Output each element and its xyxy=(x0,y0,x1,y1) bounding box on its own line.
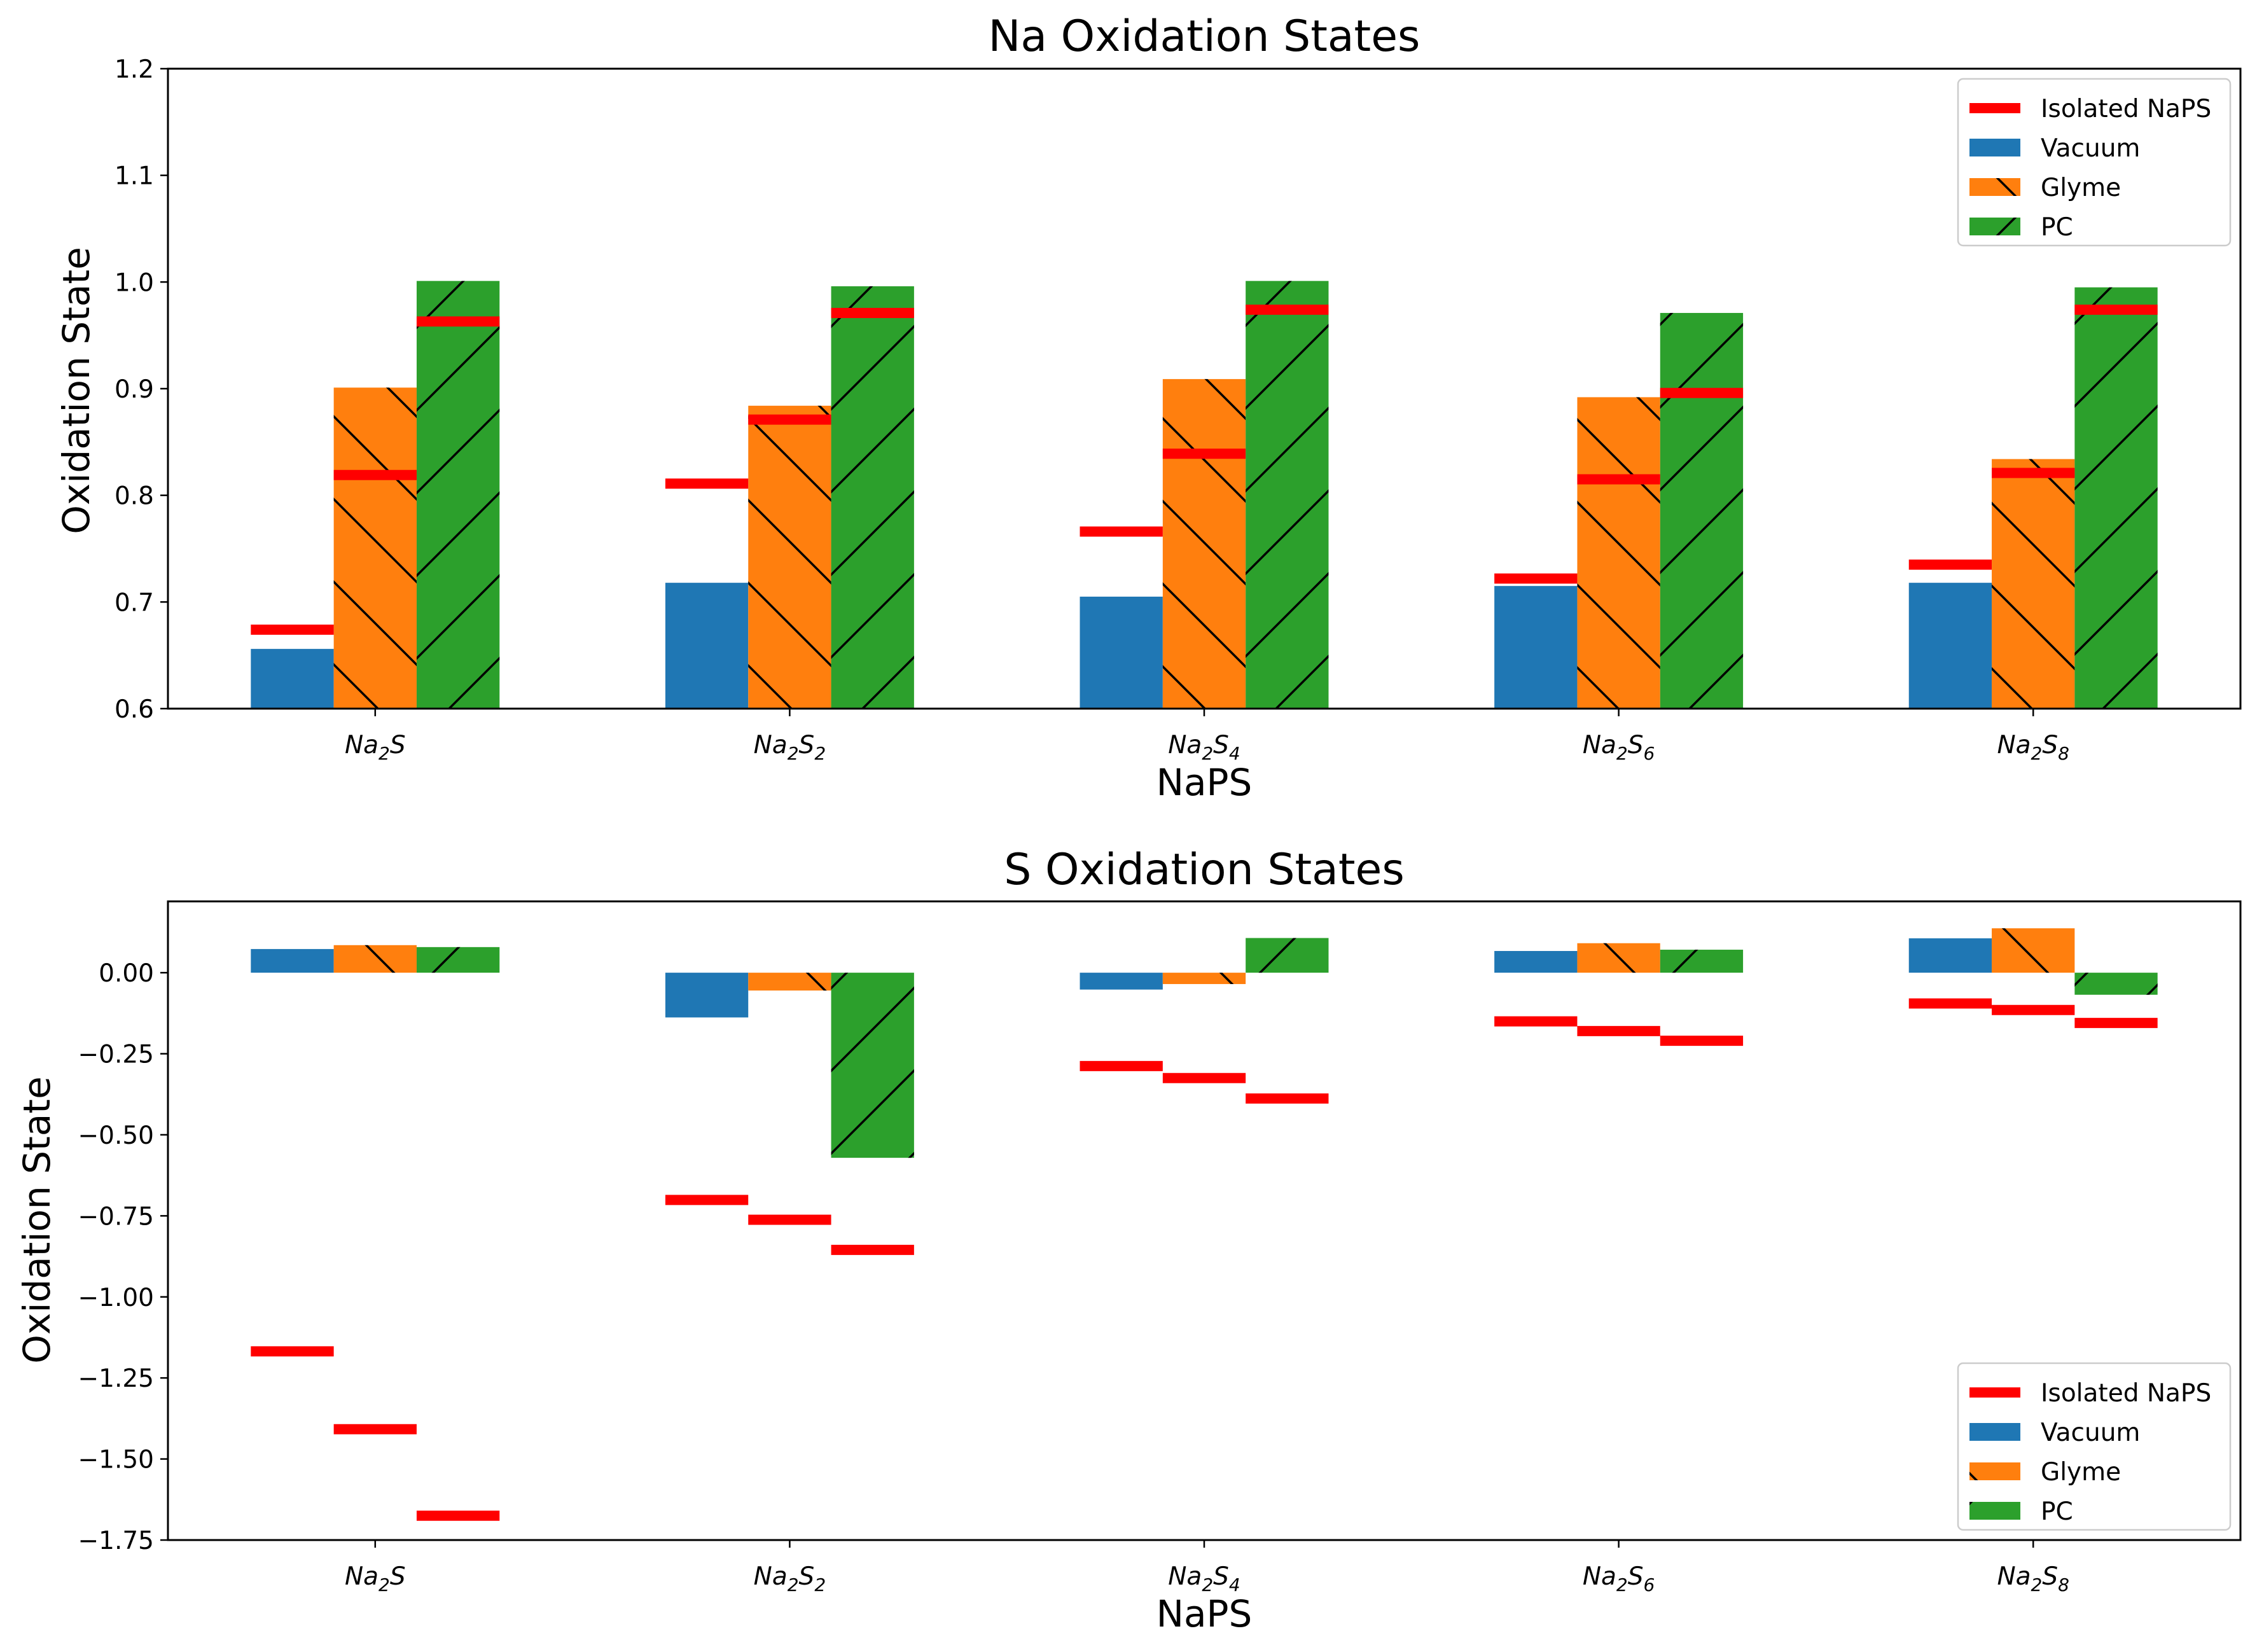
bar-pc-hatch xyxy=(1660,312,1744,709)
bar-vacuum xyxy=(251,649,334,709)
y-tick-label: 0.8 xyxy=(115,482,154,511)
legend-swatch-hatch xyxy=(1969,178,2020,196)
x-tick-label: Na2S4 xyxy=(1168,1562,1240,1595)
na-oxidation-chart: Na Oxidation States Oxidation State NaPS… xyxy=(55,11,2242,804)
x-tick-label: Na2S8 xyxy=(1997,1562,2069,1595)
legend-box xyxy=(1957,1362,2232,1531)
y-tick-label: 0.9 xyxy=(115,375,154,404)
x-tick-label: Na2S2 xyxy=(754,731,826,764)
y-tick-label: −1.00 xyxy=(78,1284,154,1312)
bar-pc-hatch xyxy=(831,973,914,1158)
y-tick-label: 0.00 xyxy=(99,959,154,988)
bar-pc-hatch xyxy=(1246,281,1329,709)
y-tick-label: −0.50 xyxy=(78,1121,154,1150)
bar-glyme-hatch xyxy=(748,405,831,709)
bar-glyme-hatch xyxy=(1162,973,1246,984)
bar-vacuum xyxy=(665,973,749,1018)
y-tick-label: −1.75 xyxy=(78,1527,154,1555)
legend-swatch xyxy=(1969,1423,2020,1441)
bar-vacuum xyxy=(251,948,334,973)
bar-pc-hatch xyxy=(2074,287,2158,709)
bar-vacuum xyxy=(1494,950,1578,973)
y-axis-label: Oxidation State xyxy=(55,247,98,534)
chart-title: Na Oxidation States xyxy=(989,11,1420,62)
legend-label: Vacuum xyxy=(2041,134,2140,163)
legend-label: PC xyxy=(2041,213,2073,242)
bar-glyme-hatch xyxy=(1992,459,2075,709)
x-tick-label: Na2S xyxy=(345,1562,406,1595)
legend-box xyxy=(1957,78,2232,247)
bar-vacuum xyxy=(1908,938,1992,973)
bar-glyme-hatch xyxy=(333,387,417,709)
plot-frame xyxy=(167,900,2242,1541)
bar-glyme-hatch xyxy=(1992,928,2075,973)
y-tick-label: −1.25 xyxy=(78,1364,154,1393)
y-tick-label: 1.0 xyxy=(115,268,154,297)
bar-glyme-hatch xyxy=(333,945,417,973)
x-tick-label: Na2S xyxy=(345,731,406,764)
bar-pc-hatch xyxy=(416,947,500,973)
legend: Isolated NaPS Vacuum Glyme PC xyxy=(1957,1362,2232,1531)
y-tick-label: −0.25 xyxy=(78,1041,154,1069)
legend-swatch-hatch xyxy=(1969,1502,2020,1520)
y-tick-label: 1.1 xyxy=(115,162,154,191)
legend-label: PC xyxy=(2041,1497,2073,1526)
bar-pc-hatch xyxy=(831,286,914,709)
bar-glyme-hatch xyxy=(1577,943,1660,973)
bar-vacuum xyxy=(1080,973,1163,990)
x-axis-label: NaPS xyxy=(1156,761,1253,804)
bar-vacuum xyxy=(1080,596,1163,709)
x-tick-label: Na2S2 xyxy=(754,1562,826,1595)
legend-label: Glyme xyxy=(2041,1458,2121,1487)
bar-glyme-hatch xyxy=(1577,397,1660,709)
legend-swatch xyxy=(1969,139,2020,156)
s-oxidation-chart: S Oxidation States Oxidation State NaPS … xyxy=(15,845,2242,1635)
bar-vacuum xyxy=(665,583,749,709)
bar-vacuum xyxy=(1494,586,1578,709)
legend: Isolated NaPS Vacuum Glyme PC xyxy=(1957,78,2232,247)
bar-pc-hatch xyxy=(1660,949,1744,973)
bar-pc-hatch xyxy=(2074,973,2158,995)
x-tick-label: Na2S6 xyxy=(1583,1562,1655,1595)
x-axis-label: NaPS xyxy=(1156,1592,1253,1635)
bar-glyme-hatch xyxy=(1162,378,1246,709)
bar-pc-hatch xyxy=(416,281,500,709)
bar-pc-hatch xyxy=(1246,938,1329,973)
chart-title: S Oxidation States xyxy=(1004,845,1405,895)
x-tick-label: Na2S4 xyxy=(1168,731,1240,764)
legend-label: Isolated NaPS xyxy=(2041,95,2211,123)
bar-glyme-hatch xyxy=(748,973,831,991)
legend-label: Isolated NaPS xyxy=(2041,1379,2211,1408)
y-tick-label: 1.2 xyxy=(115,55,154,84)
plot-frame xyxy=(167,67,2242,710)
legend-swatch-hatch xyxy=(1969,1462,2020,1480)
x-tick-label: Na2S6 xyxy=(1583,731,1655,764)
legend-label: Vacuum xyxy=(2041,1419,2140,1447)
y-tick-label: 0.7 xyxy=(115,588,154,617)
plot-area: Na2S Na2S2 Na2S4 Na2S6 Na2S8 0.6 0.7 0.8 0.9 1.0 1… xyxy=(115,55,2242,764)
legend-label: Glyme xyxy=(2041,174,2121,202)
x-tick-label: Na2S8 xyxy=(1997,731,2069,764)
bar-vacuum xyxy=(1908,583,1992,709)
legend-swatch-hatch xyxy=(1969,218,2020,235)
y-tick-label: −1.50 xyxy=(78,1446,154,1475)
y-tick-label: 0.6 xyxy=(115,695,154,724)
plot-area: Na2S Na2S2 Na2S4 Na2S6 Na2S8 0.00 −0.25 −0.50 −0… xyxy=(78,900,2242,1595)
y-tick-label: −0.75 xyxy=(78,1202,154,1231)
y-axis-label: Oxidation State xyxy=(15,1076,59,1364)
